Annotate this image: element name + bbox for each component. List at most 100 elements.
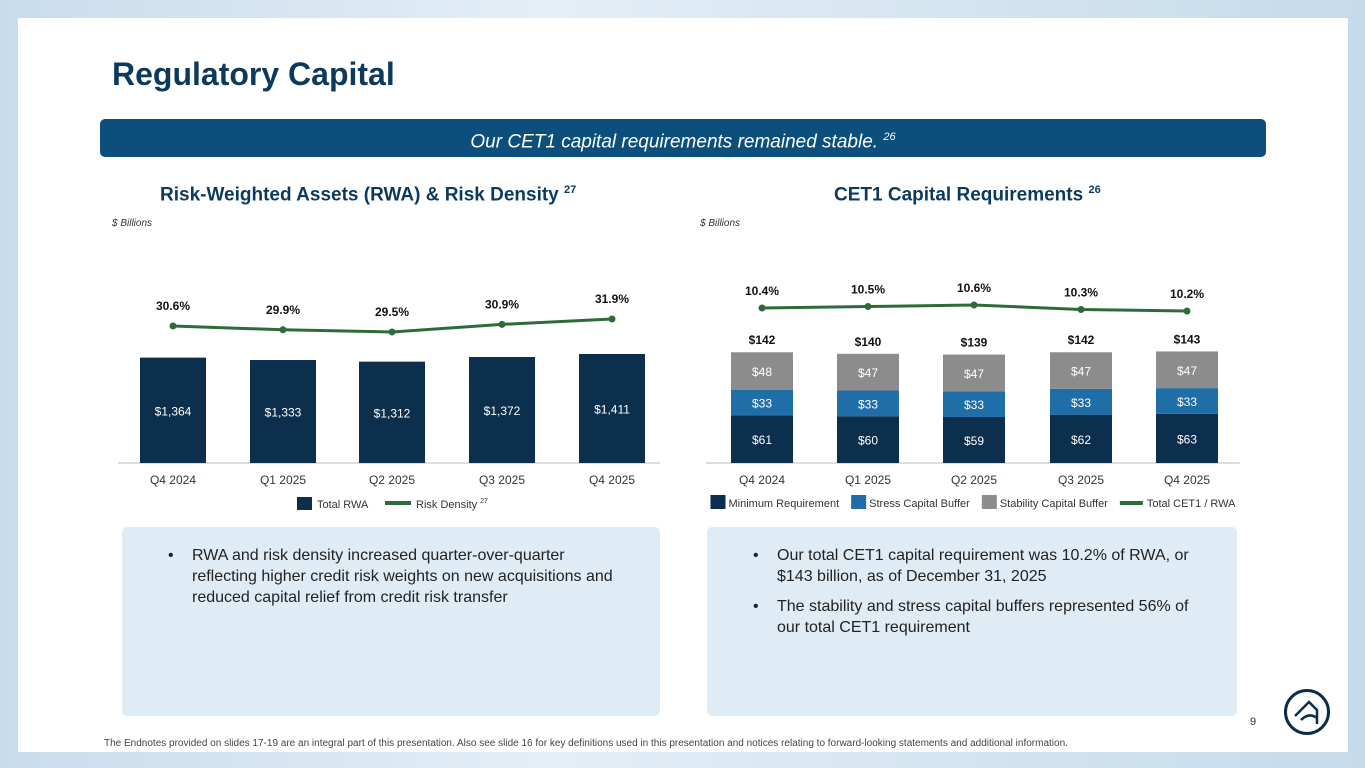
- legend-swatch: [710, 495, 726, 509]
- cet1-segment-label: $33: [1177, 395, 1197, 409]
- x-tick-label: Q2 2025: [369, 473, 415, 487]
- risk-density-label: 29.9%: [266, 303, 300, 317]
- risk-density-point: [388, 328, 396, 336]
- legend-swatch: [981, 495, 997, 509]
- cet1-bar-segment: [1156, 413, 1218, 463]
- risk-density-point: [169, 322, 177, 330]
- bullet: RWA and risk density increased quarter-o…: [168, 545, 630, 608]
- banner-note: 26: [883, 131, 896, 143]
- footer-disclaimer: The Endnotes provided on slides 17-19 ar…: [104, 738, 1068, 749]
- legend-label: Total RWA: [317, 499, 369, 511]
- cet1-rwa-point: [1077, 306, 1085, 313]
- cet1-rwa-point: [864, 303, 872, 310]
- cet1-segment-label: $60: [858, 434, 878, 448]
- cet1-segment-label: $33: [752, 397, 772, 411]
- rwa-bar-label: $1,364: [155, 404, 192, 418]
- legend-label: Total CET1 / RWA: [1147, 498, 1236, 510]
- cet1-total-label: $143: [1174, 332, 1201, 346]
- page-title: Regulatory Capital: [112, 56, 395, 92]
- x-tick-label: Q3 2025: [479, 473, 525, 487]
- risk-density-point: [498, 320, 506, 328]
- x-tick-label: Q3 2025: [1058, 473, 1104, 487]
- cet1-rwa-label: 10.3%: [1064, 286, 1098, 300]
- banner: Our CET1 capital requirements remained s…: [100, 119, 1266, 157]
- risk-density-label: 30.9%: [485, 297, 519, 311]
- cet1-segment-label: $48: [752, 365, 772, 379]
- cet1-segment-label: $33: [1071, 396, 1091, 410]
- cet1-total-label: $142: [749, 333, 776, 347]
- cet1-rwa-point: [970, 301, 978, 309]
- cet1-bar-segment: [1050, 388, 1112, 415]
- rwa-bar: [359, 361, 425, 463]
- cet1-segment-label: $63: [1177, 432, 1197, 446]
- cet1-bar-segment: [837, 390, 899, 417]
- cet1-segment-label: $61: [752, 433, 772, 447]
- cet1-rwa-label: 10.2%: [1170, 287, 1204, 301]
- risk-density-label: 29.5%: [375, 305, 409, 319]
- cet1-segment-label: $59: [964, 434, 984, 448]
- banner-text: Our CET1 capital requirements remained s…: [470, 131, 879, 153]
- cet1-bar-segment: [1050, 352, 1112, 389]
- x-tick-label: Q1 2025: [845, 473, 891, 487]
- legend-swatch: [851, 495, 867, 509]
- legend-swatch: [1119, 501, 1143, 505]
- rwa-unit: $ Billions: [112, 218, 153, 229]
- risk-density-point: [279, 326, 287, 334]
- cet1-unit: $ Billions: [700, 218, 741, 229]
- rwa-bar: [250, 360, 316, 463]
- cet1-title-text: CET1 Capital Requirements: [834, 184, 1084, 206]
- legend-swatch-total-rwa: [297, 497, 312, 510]
- cet1-bar-segment: [943, 416, 1005, 463]
- cet1-rwa-point: [758, 304, 766, 312]
- legend-label: Stability Capital Buffer: [1000, 498, 1108, 510]
- x-tick-label: Q4 2024: [739, 473, 785, 487]
- legend-label: Minimum Requirement: [728, 498, 839, 510]
- x-tick-label: Q1 2025: [260, 473, 306, 487]
- cet1-rwa-label: 10.6%: [957, 281, 991, 295]
- cet1-rwa-point: [1183, 307, 1191, 315]
- rwa-bar-label: $1,372: [484, 404, 521, 418]
- cet1-chart-title: CET1 Capital Requirements 26: [834, 184, 1101, 206]
- cet1-segment-label: $47: [858, 366, 878, 380]
- cet1-segment-label: $62: [1071, 433, 1091, 447]
- x-tick-label: Q4 2025: [589, 473, 635, 487]
- charts: $1,364 Q4 2024 $1,333 Q1 2025 $1,312 Q2 2025 $…: [118, 281, 1240, 511]
- risk-density-label: 30.6%: [156, 299, 190, 313]
- cet1-bar-segment: [837, 353, 899, 391]
- x-tick-label: Q4 2024: [150, 473, 196, 487]
- cet1-segment-label: $33: [964, 398, 984, 412]
- risk-density-label: 31.9%: [595, 292, 629, 306]
- cet1-rwa-label: 10.4%: [745, 284, 779, 298]
- bullet: The stability and stress capital buffers…: [753, 596, 1207, 638]
- rwa-bar: [140, 357, 206, 463]
- cet1-bar-segment: [1156, 351, 1218, 389]
- rwa-bar: [469, 357, 535, 463]
- cet1-segment-label: $47: [964, 367, 984, 381]
- cet1-bar-segment: [731, 389, 793, 416]
- cet1-segment-label: $33: [858, 397, 878, 411]
- cet1-segment-label: $47: [1177, 364, 1197, 378]
- cet1-bar-segment: [837, 416, 899, 463]
- x-tick-label: Q2 2025: [951, 473, 997, 487]
- cet1-total-label: $140: [855, 335, 882, 349]
- rwa-commentary: RWA and risk density increased quarter-o…: [122, 527, 660, 716]
- cet1-rwa-label: 10.5%: [851, 283, 885, 297]
- legend-label: Stress Capital Buffer: [869, 498, 970, 510]
- bullet: Our total CET1 capital requirement was 1…: [753, 545, 1207, 587]
- rwa-bar-label: $1,333: [265, 406, 302, 420]
- company-logo-icon: [1284, 689, 1330, 735]
- rwa-title-text: Risk-Weighted Assets (RWA) & Risk Densit…: [160, 184, 559, 206]
- cet1-segment-label: $47: [1071, 365, 1091, 379]
- cet1-bar-segment: [943, 354, 1005, 392]
- rwa-bar: [579, 354, 645, 463]
- cet1-total-label: $142: [1068, 333, 1095, 347]
- cet1-title-note: 26: [1088, 184, 1101, 196]
- cet1-bar-segment: [1156, 388, 1218, 414]
- risk-density-point: [608, 315, 616, 323]
- page-number: 9: [1250, 716, 1257, 728]
- legend-note: 27: [480, 498, 488, 505]
- cet1-commentary: Our total CET1 capital requirement was 1…: [707, 527, 1237, 716]
- rwa-chart-title: Risk-Weighted Assets (RWA) & Risk Densit…: [160, 184, 576, 206]
- legend-label: Risk Density: [416, 499, 478, 511]
- cet1-bar-segment: [731, 415, 793, 463]
